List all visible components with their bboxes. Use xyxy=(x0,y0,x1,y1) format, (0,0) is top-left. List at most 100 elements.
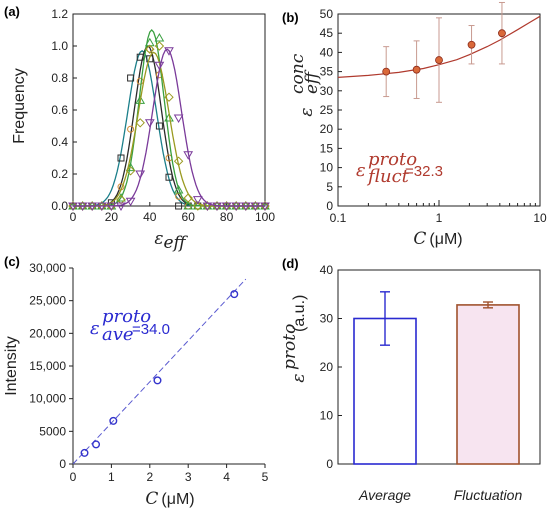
svg-text:ε: ε xyxy=(297,107,317,116)
panel-a-data-point xyxy=(154,41,165,51)
panel-a-data-point xyxy=(164,47,174,56)
svg-text:ave: ave xyxy=(102,324,134,345)
panel-a-y-tick-label: 0.6 xyxy=(51,103,68,117)
panel-c-y-tick-label: 30,000 xyxy=(29,261,66,275)
panel-a-data-point xyxy=(154,61,165,71)
panel-a-y-tick-label: 0.4 xyxy=(51,135,68,149)
panel-a-data-point xyxy=(250,202,261,212)
svg-text:ε: ε xyxy=(289,373,309,382)
panel-b-x-tick-label: 0.1 xyxy=(330,211,347,225)
panel-a-data-point xyxy=(202,202,213,212)
panel-a-data-point xyxy=(192,200,203,210)
panel-b-data-point xyxy=(435,56,443,64)
svg-text:proto: proto xyxy=(280,324,300,370)
panel-a-x-tick-label: 80 xyxy=(220,210,234,224)
panel-a-data-point xyxy=(154,32,165,42)
panel-a-data-point xyxy=(135,170,146,180)
panel-a-y-tick-label: 1.0 xyxy=(51,39,68,53)
panel-a-y-tick-label: 0.8 xyxy=(51,71,68,85)
panel-c-x-tick-label: 5 xyxy=(262,470,269,484)
panel-a-data-point xyxy=(117,154,125,162)
panel-a-data-point xyxy=(144,119,155,128)
panel-d-y-axis-label: ε proto (a.u.) xyxy=(280,295,309,383)
svg-text:proto: proto xyxy=(102,306,151,327)
panel-a-y-tick-label: 0.0 xyxy=(51,199,68,213)
panel-b-letter: (b) xyxy=(282,10,299,25)
panel-b-y-tick-label: 50 xyxy=(320,7,334,21)
svg-text:=32.3: =32.3 xyxy=(405,163,443,180)
panel-c-data-point xyxy=(230,290,239,299)
svg-text:(a.u.): (a.u.) xyxy=(291,295,308,332)
panel-a-fit-curve xyxy=(73,51,265,207)
svg-text:ε: ε xyxy=(90,318,100,339)
panel-b-y-tick-label: 10 xyxy=(320,161,334,175)
panel-a-data-point xyxy=(183,151,194,160)
panel-a-x-tick-label: 20 xyxy=(105,210,119,224)
panel-b-y-tick-label: 15 xyxy=(320,141,334,155)
panel-b-y-axis-label: ε conc eff xyxy=(288,53,322,116)
panel-a-data-point xyxy=(125,197,136,207)
panel-a-data-point xyxy=(183,200,194,210)
panel-a-histogram-chart: (a) 0 20 40 60 80 100 0.0 0.2 0.4 0.6 0.8 1.0 1.2 Fr… xyxy=(4,4,275,253)
panel-b-fit-curve xyxy=(337,15,541,78)
panel-c-intensity-chart: (c) 0 1 2 3 4 5 0 5000 10,000 15,000 20,000 25,000 3… xyxy=(3,254,269,509)
panel-a-data-point xyxy=(221,202,232,212)
panel-d-y-tick-label: 40 xyxy=(320,263,334,277)
panel-d-y-tick-label: 0 xyxy=(326,457,333,471)
panel-c-data-point xyxy=(92,440,101,449)
panel-a-x-tick-label: 0 xyxy=(70,210,77,224)
panel-c-x-tick-label: 0 xyxy=(70,470,77,484)
panel-a-data-point xyxy=(192,196,203,205)
panel-c-data-point xyxy=(80,448,89,457)
panel-d-category-label: Average xyxy=(358,487,411,503)
panel-a-data-point xyxy=(77,202,88,212)
panel-a-data-point xyxy=(165,173,173,181)
panel-d-y-tick-label: 20 xyxy=(320,360,334,374)
panel-a-data-point xyxy=(193,201,203,211)
panel-c-x-axis-label: C (μM) xyxy=(145,489,194,509)
panel-b-annotation: ε proto fluct =32.3 xyxy=(356,149,443,187)
panel-c-y-tick-label: 0 xyxy=(59,457,66,471)
panel-c-x-tick-label: 1 xyxy=(108,470,115,484)
panel-a-x-tick-label: 60 xyxy=(182,210,196,224)
panel-b-y-tick-label: 25 xyxy=(320,103,334,117)
svg-text:proto: proto xyxy=(368,149,417,170)
panel-c-y-tick-label: 15,000 xyxy=(29,359,66,373)
panel-a-data-point xyxy=(164,92,174,102)
panel-c-x-tick-label: 4 xyxy=(223,470,230,484)
panel-d-y-tick-label: 10 xyxy=(320,409,334,423)
panel-c-x-tick-label: 2 xyxy=(146,470,153,484)
panel-a-data-point xyxy=(173,156,184,166)
panel-c-plot-area xyxy=(72,278,247,465)
panel-b-data-point xyxy=(467,40,476,49)
panel-a-data-point xyxy=(175,202,183,210)
panel-b-y-tick-label: 40 xyxy=(320,45,334,59)
panel-b-y-tick-label: 0 xyxy=(326,199,333,213)
panel-a-data-point xyxy=(127,125,135,133)
panel-b-y-tick-label: 5 xyxy=(326,180,333,194)
panel-a-data-point xyxy=(155,122,163,130)
panel-b-y-tick-label: 20 xyxy=(320,122,334,136)
panel-a-data-point xyxy=(231,202,242,212)
panel-c-data-point xyxy=(153,376,162,385)
panel-c-data-point xyxy=(109,416,118,425)
panel-a-data-point xyxy=(125,166,136,176)
panel-d-letter: (d) xyxy=(282,256,299,271)
panel-d-y-tick-label: 30 xyxy=(320,312,334,326)
svg-text:fluct: fluct xyxy=(366,166,410,187)
panel-a-data-point xyxy=(116,194,126,205)
panel-b-y-tick-label: 45 xyxy=(320,26,334,40)
panel-a-data-point xyxy=(240,202,251,212)
panel-d-bar-chart: (d) 0 10 20 30 40 Average Fluctuation ε proto… xyxy=(280,256,541,503)
panel-a-axes: 0 20 40 60 80 100 0.0 0.2 0.4 0.6 0.8 1.0 1.2 xyxy=(51,7,275,224)
panel-c-annotation: ε proto ave =34.0 xyxy=(90,306,170,345)
panel-a-data-point xyxy=(106,202,117,212)
panel-b-y-tick-label: 30 xyxy=(320,84,334,98)
svg-text:conc: conc xyxy=(288,53,308,94)
panel-a-data-point xyxy=(116,202,126,212)
panel-a-fit-curve xyxy=(73,48,265,207)
panel-a-data-point xyxy=(164,112,174,122)
panel-a-x-tick-label: 100 xyxy=(255,210,275,224)
panel-b-x-axis-label: C (μM) xyxy=(413,229,462,249)
panel-c-y-tick-label: 10,000 xyxy=(29,392,66,406)
